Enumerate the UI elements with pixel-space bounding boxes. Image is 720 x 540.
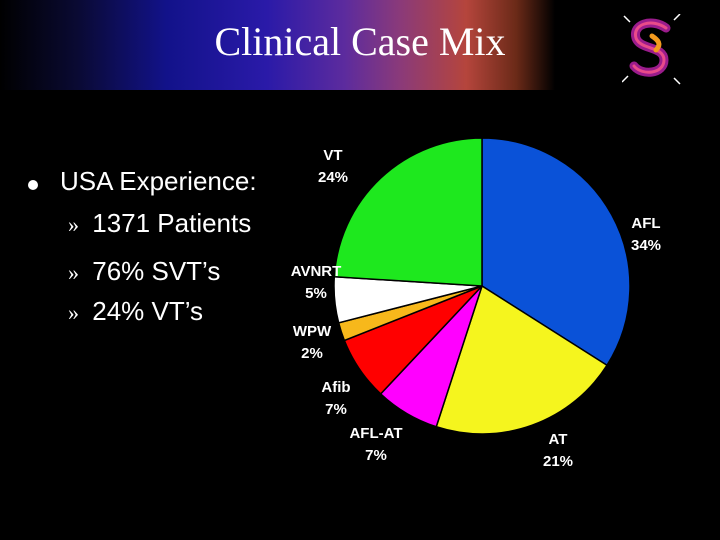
bullet-sub: » 76% SVT’s [68,256,220,287]
sub-bullet-marker: » [68,300,79,325]
slice-label-afib: Afib [321,379,350,396]
slice-pct-vt: 24% [318,169,348,186]
bullet-main: USA Experience: [28,166,257,197]
page-title: Clinical Case Mix [214,19,506,64]
bullet-sub: » 1371 Patients [68,208,251,239]
bullet-dot-icon [28,180,38,190]
pie-slice-afl [481,137,631,367]
slice-pct-afl: 34% [631,237,661,254]
sub-bullet-marker: » [68,260,79,285]
sub-bullet-marker: » [68,212,79,237]
slice-label-wpw: WPW [293,323,332,340]
slice-label-afl-at: AFL-AT [349,425,402,442]
slice-pct-wpw: 2% [301,345,323,362]
bullet-sub-text: 76% SVT’s [92,256,221,286]
bullet-sub: » 24% VT’s [68,296,203,327]
slice-label-avnrt: AVNRT [291,263,342,280]
pie-slice-vt [333,137,483,287]
slice-pct-afl-at: 7% [365,447,387,464]
slice-pct-at: 21% [543,453,573,470]
bullet-sub-text: 1371 Patients [92,208,252,238]
slice-label-at: AT [549,431,568,448]
slice-pct-avnrt: 5% [305,285,327,302]
bullet-main-text: USA Experience: [60,166,257,196]
title-banner [0,0,555,90]
swirl-s-logo-icon [621,13,682,91]
slice-pct-afib: 7% [325,401,347,418]
slice-label-vt: VT [323,147,342,164]
bullet-sub-text: 24% VT’s [92,296,204,326]
slice-label-afl: AFL [631,215,660,232]
pie-slice-at [435,284,608,435]
